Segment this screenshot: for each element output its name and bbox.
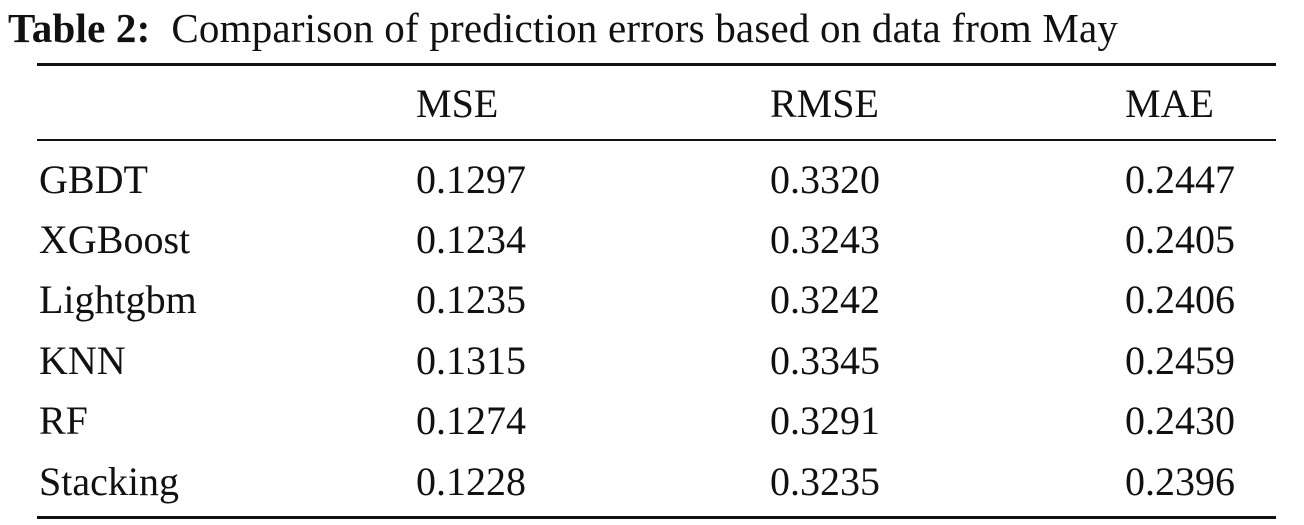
rmse-value: 0.3235 (770, 459, 880, 504)
header-mse: MSE (416, 81, 499, 126)
mse-value: 0.1235 (416, 277, 526, 322)
table-caption: Table 2: Comparison of prediction errors… (8, 2, 1118, 54)
rmse-value: 0.3291 (770, 398, 880, 443)
caption-text: Comparison of prediction errors based on… (171, 5, 1119, 51)
top-rule (37, 63, 1276, 66)
rmse-value: 0.3345 (770, 338, 880, 383)
mae-value: 0.2447 (1125, 157, 1235, 202)
rmse-value: 0.3242 (770, 277, 880, 322)
mse-value: 0.1315 (416, 338, 526, 383)
model-name: RF (39, 398, 88, 443)
model-name: Stacking (39, 459, 179, 504)
model-name: KNN (39, 338, 126, 383)
mse-value: 0.1234 (416, 217, 526, 262)
mse-value: 0.1274 (416, 398, 526, 443)
mae-value: 0.2459 (1125, 338, 1235, 383)
bottom-rule (37, 516, 1276, 519)
mse-value: 0.1297 (416, 157, 526, 202)
header-rmse: RMSE (770, 81, 879, 126)
mae-value: 0.2430 (1125, 398, 1235, 443)
mse-value: 0.1228 (416, 459, 526, 504)
model-name: GBDT (39, 157, 148, 202)
model-name: Lightgbm (39, 277, 197, 322)
header-mae: MAE (1125, 81, 1214, 126)
model-name: XGBoost (39, 217, 191, 262)
mae-value: 0.2405 (1125, 217, 1235, 262)
rmse-value: 0.3320 (770, 157, 880, 202)
mae-value: 0.2406 (1125, 277, 1235, 322)
mae-value: 0.2396 (1125, 459, 1235, 504)
rmse-value: 0.3243 (770, 217, 880, 262)
header-rule (37, 139, 1276, 141)
caption-label: Table 2: (8, 5, 151, 51)
